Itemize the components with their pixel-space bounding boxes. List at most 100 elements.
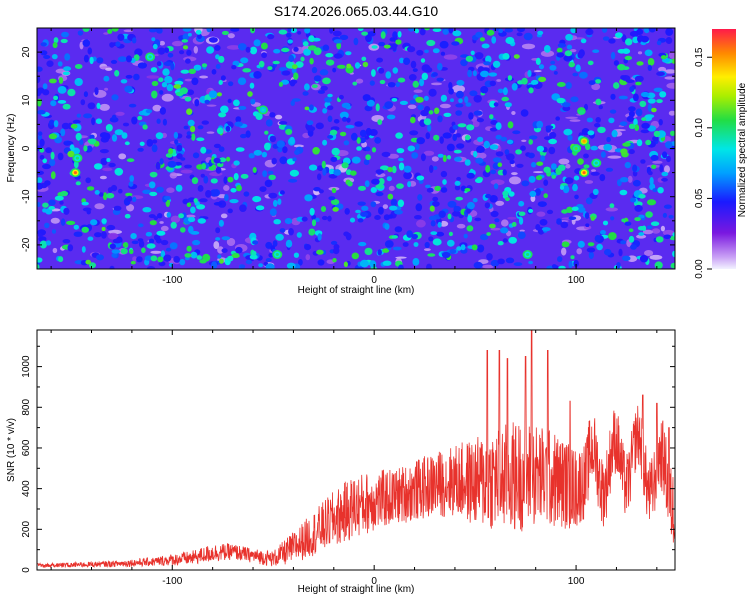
heatmap-cell: [662, 151, 668, 159]
heatmap-cell: [531, 79, 539, 85]
heatmap-cell: [640, 129, 650, 134]
heatmap-cell: [311, 214, 317, 220]
heatmap-cell: [659, 91, 667, 98]
heatmap-valley: [107, 232, 119, 240]
heatmap-cell: [626, 115, 634, 122]
heatmap-cell: [361, 31, 368, 36]
heatmap-cell: [395, 82, 400, 88]
heatmap-cell: [321, 215, 328, 221]
heatmap-cell: [594, 235, 601, 243]
heatmap-cell: [67, 150, 75, 158]
heatmap-cell: [453, 205, 461, 212]
heatmap-cell: [403, 171, 412, 180]
heatmap-cell: [149, 191, 158, 197]
heatmap-cell: [42, 89, 50, 96]
colorbar-tick-label: 0.10: [694, 118, 705, 138]
heatmap-cell: [617, 63, 626, 71]
heatmap-cell: [424, 241, 430, 249]
heatmap-cell: [293, 72, 299, 80]
heatmap-cell: [221, 30, 229, 36]
heatmap-cell: [378, 67, 385, 74]
heatmap-cell: [457, 123, 467, 128]
heatmap-cell: [201, 120, 209, 125]
heatmap-cell: [188, 225, 194, 234]
heatmap-cell: [322, 108, 328, 114]
heatmap-cell: [309, 164, 318, 171]
heatmap-cell: [577, 51, 584, 59]
heatmap-cell: [486, 29, 495, 36]
heatmap-cell: [412, 68, 418, 72]
heatmap-cell: [40, 50, 48, 56]
heatmap-cell: [465, 102, 472, 107]
heatmap-cell: [648, 28, 656, 33]
heatmap-cell: [386, 176, 392, 182]
heatmap-valley: [664, 76, 675, 80]
heatmap-cell: [235, 246, 243, 254]
heatmap-cell: [397, 77, 406, 83]
y-tick-label: -10: [21, 189, 32, 204]
heatmap-cell: [145, 109, 153, 114]
heatmap-cell: [410, 116, 416, 124]
heatmap-cell: [291, 64, 298, 70]
heatmap-cell: [483, 140, 490, 148]
heatmap-cell: [258, 60, 265, 68]
heatmap-cell: [640, 35, 650, 43]
heatmap-valley: [584, 180, 594, 184]
heatmap-cell: [392, 44, 397, 52]
heatmap-cell: [80, 99, 86, 106]
heatmap-cell: [480, 86, 489, 94]
heatmap-cell: [163, 254, 172, 262]
heatmap-cell: [429, 165, 434, 173]
heatmap-cell: [600, 230, 606, 235]
heatmap-cell: [415, 96, 424, 103]
heatmap-cell: [297, 31, 302, 35]
heatmap-cell: [442, 179, 447, 185]
heatmap-cell: [528, 135, 538, 140]
heatmap-cell: [513, 54, 520, 59]
heatmap-valley: [206, 131, 215, 134]
heatmap-cell: [148, 28, 157, 33]
heatmap-cell: [51, 229, 57, 234]
heatmap-cell: [562, 102, 571, 108]
heatmap-cell: [218, 146, 225, 152]
heatmap-cell: [505, 36, 515, 45]
heatmap-cell: [628, 235, 635, 243]
heatmap-cell: [175, 184, 183, 192]
heatmap-cell: [106, 192, 115, 199]
heatmap-cell: [61, 31, 69, 38]
heatmap-cell: [402, 242, 409, 247]
heatmap-cell: [43, 55, 51, 59]
heatmap-cell: [456, 79, 465, 86]
heatmap-cell: [206, 46, 215, 54]
heatmap-cell: [387, 193, 394, 200]
heatmap-cell: [636, 28, 644, 35]
heatmap-cell: [592, 188, 599, 196]
snr-x-label: Height of straight line (km): [298, 584, 415, 595]
heatmap-cell: [167, 53, 174, 58]
heatmap-cell: [371, 147, 377, 153]
heatmap-cell: [386, 114, 396, 120]
heatmap-cell: [48, 119, 55, 126]
heatmap-cell: [96, 102, 101, 109]
heatmap-cell: [233, 99, 240, 107]
heatmap-cell: [570, 255, 575, 260]
heatmap-cell: [357, 201, 366, 206]
heatmap-cell: [495, 134, 502, 140]
heatmap-cell: [448, 231, 453, 237]
heatmap-cell: [191, 77, 199, 86]
heatmap-valley: [387, 153, 399, 159]
heatmap-cell: [658, 119, 663, 126]
heatmap-cell: [369, 260, 377, 268]
heatmap-cell: [375, 191, 384, 197]
heatmap-cell: [83, 91, 88, 98]
heatmap-cell: [618, 248, 623, 257]
heatmap-cell: [126, 195, 133, 202]
heatmap-cell: [497, 88, 504, 94]
heatmap-cell: [424, 49, 429, 54]
heatmap-cell: [38, 236, 47, 242]
heatmap-cell: [341, 162, 349, 169]
heatmap-cell: [63, 66, 72, 72]
heatmap-valley: [126, 204, 135, 212]
heatmap-cell: [217, 254, 222, 259]
heatmap-cell: [50, 151, 55, 160]
